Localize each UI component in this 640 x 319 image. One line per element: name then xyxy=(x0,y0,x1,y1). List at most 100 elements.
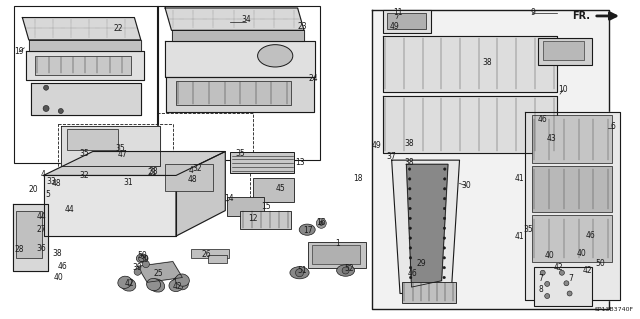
Bar xyxy=(208,255,227,263)
Circle shape xyxy=(316,218,326,228)
Text: 8: 8 xyxy=(538,285,543,294)
Text: 10: 10 xyxy=(558,85,568,94)
Bar xyxy=(532,115,612,163)
Polygon shape xyxy=(176,152,225,236)
Text: 40: 40 xyxy=(54,273,64,282)
Ellipse shape xyxy=(120,278,136,291)
Bar xyxy=(383,10,431,33)
Ellipse shape xyxy=(257,45,293,67)
Text: 40: 40 xyxy=(576,249,586,258)
Polygon shape xyxy=(26,51,144,80)
Text: 25: 25 xyxy=(154,269,164,278)
Circle shape xyxy=(444,188,446,190)
Ellipse shape xyxy=(175,274,189,286)
Text: 26: 26 xyxy=(201,250,211,259)
Text: 52: 52 xyxy=(344,264,354,273)
Circle shape xyxy=(567,291,572,296)
Text: 38: 38 xyxy=(483,58,493,67)
Bar xyxy=(387,13,426,29)
Bar xyxy=(312,245,360,264)
Text: 7: 7 xyxy=(538,274,543,283)
Text: 31: 31 xyxy=(123,178,133,187)
Text: 21: 21 xyxy=(148,168,157,177)
Text: 32: 32 xyxy=(192,164,202,173)
Text: 38: 38 xyxy=(404,139,415,148)
Text: FR.: FR. xyxy=(572,11,590,21)
Bar xyxy=(538,38,592,65)
Circle shape xyxy=(268,48,283,64)
Text: 45: 45 xyxy=(275,184,285,193)
Circle shape xyxy=(58,108,63,114)
Polygon shape xyxy=(406,164,448,287)
Text: 32: 32 xyxy=(79,171,90,180)
Circle shape xyxy=(444,178,446,180)
Text: 30: 30 xyxy=(461,181,471,189)
Text: 38: 38 xyxy=(52,249,63,258)
Text: 44: 44 xyxy=(36,212,47,221)
Ellipse shape xyxy=(147,278,161,291)
Bar xyxy=(14,6,158,163)
Circle shape xyxy=(444,207,446,210)
Text: 48: 48 xyxy=(51,179,61,188)
Ellipse shape xyxy=(173,277,188,290)
Bar xyxy=(240,211,291,229)
Bar xyxy=(534,267,592,306)
Circle shape xyxy=(342,267,349,274)
Ellipse shape xyxy=(337,265,355,276)
Text: 39: 39 xyxy=(132,263,143,272)
Circle shape xyxy=(408,178,411,180)
Circle shape xyxy=(410,276,412,279)
Circle shape xyxy=(409,217,412,219)
Polygon shape xyxy=(172,30,304,41)
Text: 42: 42 xyxy=(553,263,563,272)
Text: 42: 42 xyxy=(124,279,134,288)
Bar xyxy=(16,211,42,258)
Circle shape xyxy=(408,168,411,170)
Circle shape xyxy=(408,188,411,190)
Text: 48: 48 xyxy=(187,175,197,184)
Text: 46: 46 xyxy=(58,262,68,271)
Text: 43: 43 xyxy=(547,134,557,143)
Bar xyxy=(253,178,294,202)
Polygon shape xyxy=(383,96,557,153)
Text: 28: 28 xyxy=(15,245,24,254)
Circle shape xyxy=(134,268,141,275)
Circle shape xyxy=(444,227,445,229)
Circle shape xyxy=(143,261,149,268)
Circle shape xyxy=(296,269,303,277)
Bar xyxy=(67,129,118,150)
Circle shape xyxy=(409,227,412,229)
Text: 36: 36 xyxy=(36,244,47,253)
Bar xyxy=(58,124,173,167)
Bar xyxy=(532,215,612,262)
Text: 35: 35 xyxy=(235,149,245,158)
Text: 20: 20 xyxy=(28,185,38,194)
Polygon shape xyxy=(31,83,141,115)
Circle shape xyxy=(540,270,545,275)
Circle shape xyxy=(443,276,445,279)
Ellipse shape xyxy=(136,254,148,263)
Text: 44: 44 xyxy=(64,205,74,214)
Ellipse shape xyxy=(169,279,183,292)
Circle shape xyxy=(443,247,445,249)
Text: 11: 11 xyxy=(394,8,403,17)
Text: 39: 39 xyxy=(139,256,149,264)
Polygon shape xyxy=(22,18,141,40)
Polygon shape xyxy=(383,36,557,92)
Circle shape xyxy=(545,281,550,286)
Text: 24: 24 xyxy=(308,74,319,83)
Text: 27: 27 xyxy=(36,225,47,234)
Text: 29: 29 xyxy=(416,259,426,268)
Circle shape xyxy=(443,266,445,269)
Text: 4: 4 xyxy=(41,170,46,179)
Circle shape xyxy=(409,237,412,239)
Text: 33: 33 xyxy=(46,177,56,186)
Text: 42: 42 xyxy=(582,266,593,275)
Circle shape xyxy=(559,270,564,275)
Text: 49: 49 xyxy=(390,22,400,31)
Circle shape xyxy=(444,197,446,200)
Bar xyxy=(402,282,456,303)
Text: 50: 50 xyxy=(595,259,605,268)
Polygon shape xyxy=(44,175,176,236)
Text: 38: 38 xyxy=(404,158,415,167)
